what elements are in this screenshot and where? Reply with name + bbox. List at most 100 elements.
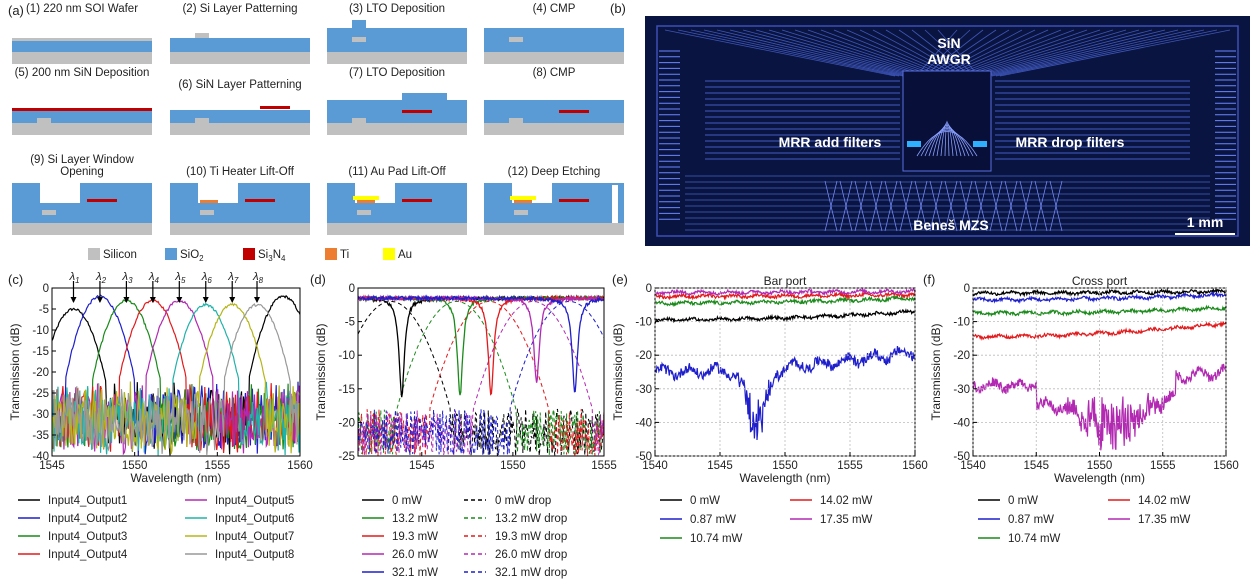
charts: 1545 1550 1555 1560 0 -5 -10 -15 -20 -25 -30 -35 -40… bbox=[8, 271, 1239, 579]
routing-line bbox=[999, 29, 1231, 77]
awgr-arm bbox=[920, 129, 974, 157]
silicon-substrate bbox=[484, 52, 624, 64]
mesh-cross bbox=[839, 180, 853, 232]
channel-label: λ6 bbox=[201, 271, 213, 285]
mesh-cross bbox=[824, 180, 838, 232]
routing-line bbox=[955, 29, 1088, 77]
mesh-cross bbox=[944, 180, 958, 232]
silicon-substrate bbox=[12, 52, 152, 64]
oxide-layer bbox=[170, 38, 310, 52]
panel-label-b: (b) bbox=[610, 1, 626, 16]
legend-label: Input4_Output5 bbox=[215, 495, 294, 507]
legend-label: 26.0 mW bbox=[392, 549, 438, 561]
ti-heater bbox=[514, 200, 532, 203]
series-line bbox=[973, 290, 1226, 305]
y-tick-label: -25 bbox=[32, 388, 49, 400]
y-tick-label: -10 bbox=[953, 317, 970, 329]
channel-label: λ3 bbox=[121, 271, 133, 285]
chart-title: Cross port bbox=[1072, 274, 1128, 288]
legend-label: SiO2 bbox=[180, 249, 204, 263]
y-axis-label: Transmission (dB) bbox=[929, 324, 943, 421]
legend-label: 19.3 mW bbox=[392, 531, 438, 543]
y-tick-label: -15 bbox=[32, 346, 49, 358]
oxide-layer bbox=[327, 100, 467, 123]
fab-step-title: (8) CMP bbox=[533, 67, 576, 79]
ti-heater bbox=[200, 200, 218, 203]
fab-step-title: (10) Ti Heater Lift-Off bbox=[186, 166, 295, 178]
lto-bump bbox=[402, 93, 447, 100]
oxide-layer bbox=[484, 28, 624, 52]
awgr-arm bbox=[936, 123, 958, 157]
chart-f: 1540 1545 1550 1555 1560 0 -10 -20 -30 -40 -50 (f) C… bbox=[923, 272, 1239, 545]
legend-label: Input4_Output7 bbox=[215, 531, 294, 543]
drop-series-line bbox=[358, 300, 604, 456]
mesh-cross bbox=[1004, 180, 1018, 232]
routing-line bbox=[923, 29, 984, 77]
fab-step-title: (4) CMP bbox=[533, 3, 576, 15]
sin-waveguide bbox=[260, 106, 290, 109]
y-tick-label: -10 bbox=[635, 317, 652, 329]
awgr-arm bbox=[940, 122, 954, 157]
routing-line bbox=[703, 29, 908, 77]
x-tick-label: 1545 bbox=[1023, 460, 1049, 472]
x-axis-label: Wavelength (nm) bbox=[740, 471, 831, 485]
x-axis-label: Wavelength (nm) bbox=[1054, 471, 1145, 485]
mrr-add-label: MRR add filters bbox=[779, 134, 882, 150]
routing-line bbox=[959, 29, 1101, 77]
legend-label: 10.74 mW bbox=[1008, 533, 1061, 545]
series-group bbox=[52, 294, 300, 456]
routing-line bbox=[716, 29, 912, 77]
chart-d: 1545 1550 1555 0 -5 -10 -15 -20 -25 (d) Transmissi… bbox=[310, 272, 617, 579]
legend-label: 32.1 mW drop bbox=[495, 567, 567, 579]
routing-line bbox=[911, 29, 972, 77]
x-tick-label: 1555 bbox=[1150, 460, 1176, 472]
through-series-line bbox=[358, 294, 604, 383]
x-tick-label: 1540 bbox=[960, 460, 986, 472]
legend-label: 0.87 mW bbox=[1008, 514, 1054, 526]
legend-swatch bbox=[383, 248, 395, 260]
si-waveguide bbox=[352, 118, 366, 123]
legend-label: 17.35 mW bbox=[820, 514, 873, 526]
mesh-cross bbox=[854, 180, 868, 232]
y-tick-label: -40 bbox=[953, 417, 970, 429]
routing-line bbox=[937, 29, 980, 77]
legend-label: Ti bbox=[340, 249, 349, 261]
si-device-layer bbox=[12, 38, 152, 41]
x-tick-label: 1545 bbox=[39, 460, 65, 472]
channel-arrowhead bbox=[176, 297, 183, 303]
legend-label: 14.02 mW bbox=[1138, 495, 1191, 507]
legend-label: 0 mW drop bbox=[495, 495, 551, 507]
routing-line bbox=[991, 29, 1205, 77]
x-tick-label: 1550 bbox=[500, 460, 526, 472]
sin-waveguide bbox=[559, 110, 589, 113]
routing-line bbox=[979, 29, 1166, 77]
awgr-port bbox=[907, 141, 921, 147]
si-window bbox=[40, 183, 80, 203]
sin-waveguide bbox=[559, 199, 589, 202]
y-tick-label: -10 bbox=[338, 350, 355, 362]
routing-line bbox=[927, 29, 997, 77]
awgr-label: AWGR bbox=[927, 51, 971, 67]
si-waveguide bbox=[509, 37, 523, 42]
panel-label-c: (c) bbox=[8, 272, 23, 287]
fab-step-title: (11) Au Pad Lift-Off bbox=[348, 166, 446, 178]
chart-c: 1545 1550 1555 1560 0 -5 -10 -15 -20 -25 -30 -35 -40… bbox=[8, 271, 313, 561]
y-tick-label: -30 bbox=[953, 384, 970, 396]
y-tick-label: 0 bbox=[646, 283, 652, 295]
series-line-Input4_Output7 bbox=[52, 302, 300, 455]
y-axis-label: Transmission (dB) bbox=[8, 324, 22, 421]
mesh-cross bbox=[914, 180, 928, 232]
silicon-substrate bbox=[12, 123, 152, 135]
series-line bbox=[973, 304, 1226, 317]
silicon-substrate bbox=[327, 123, 467, 135]
y-tick-label: -5 bbox=[39, 304, 49, 316]
scale-bar-label: 1 mm bbox=[1187, 214, 1224, 230]
silicon-substrate bbox=[484, 123, 624, 135]
sin-waveguide bbox=[245, 199, 275, 202]
mesh-cross bbox=[989, 180, 1003, 232]
x-axis-label: Wavelength (nm) bbox=[131, 471, 222, 485]
silicon-substrate bbox=[170, 52, 310, 64]
y-axis-label: Transmission (dB) bbox=[611, 324, 625, 421]
benes-mzs-label: Beneš MZS bbox=[913, 217, 988, 233]
